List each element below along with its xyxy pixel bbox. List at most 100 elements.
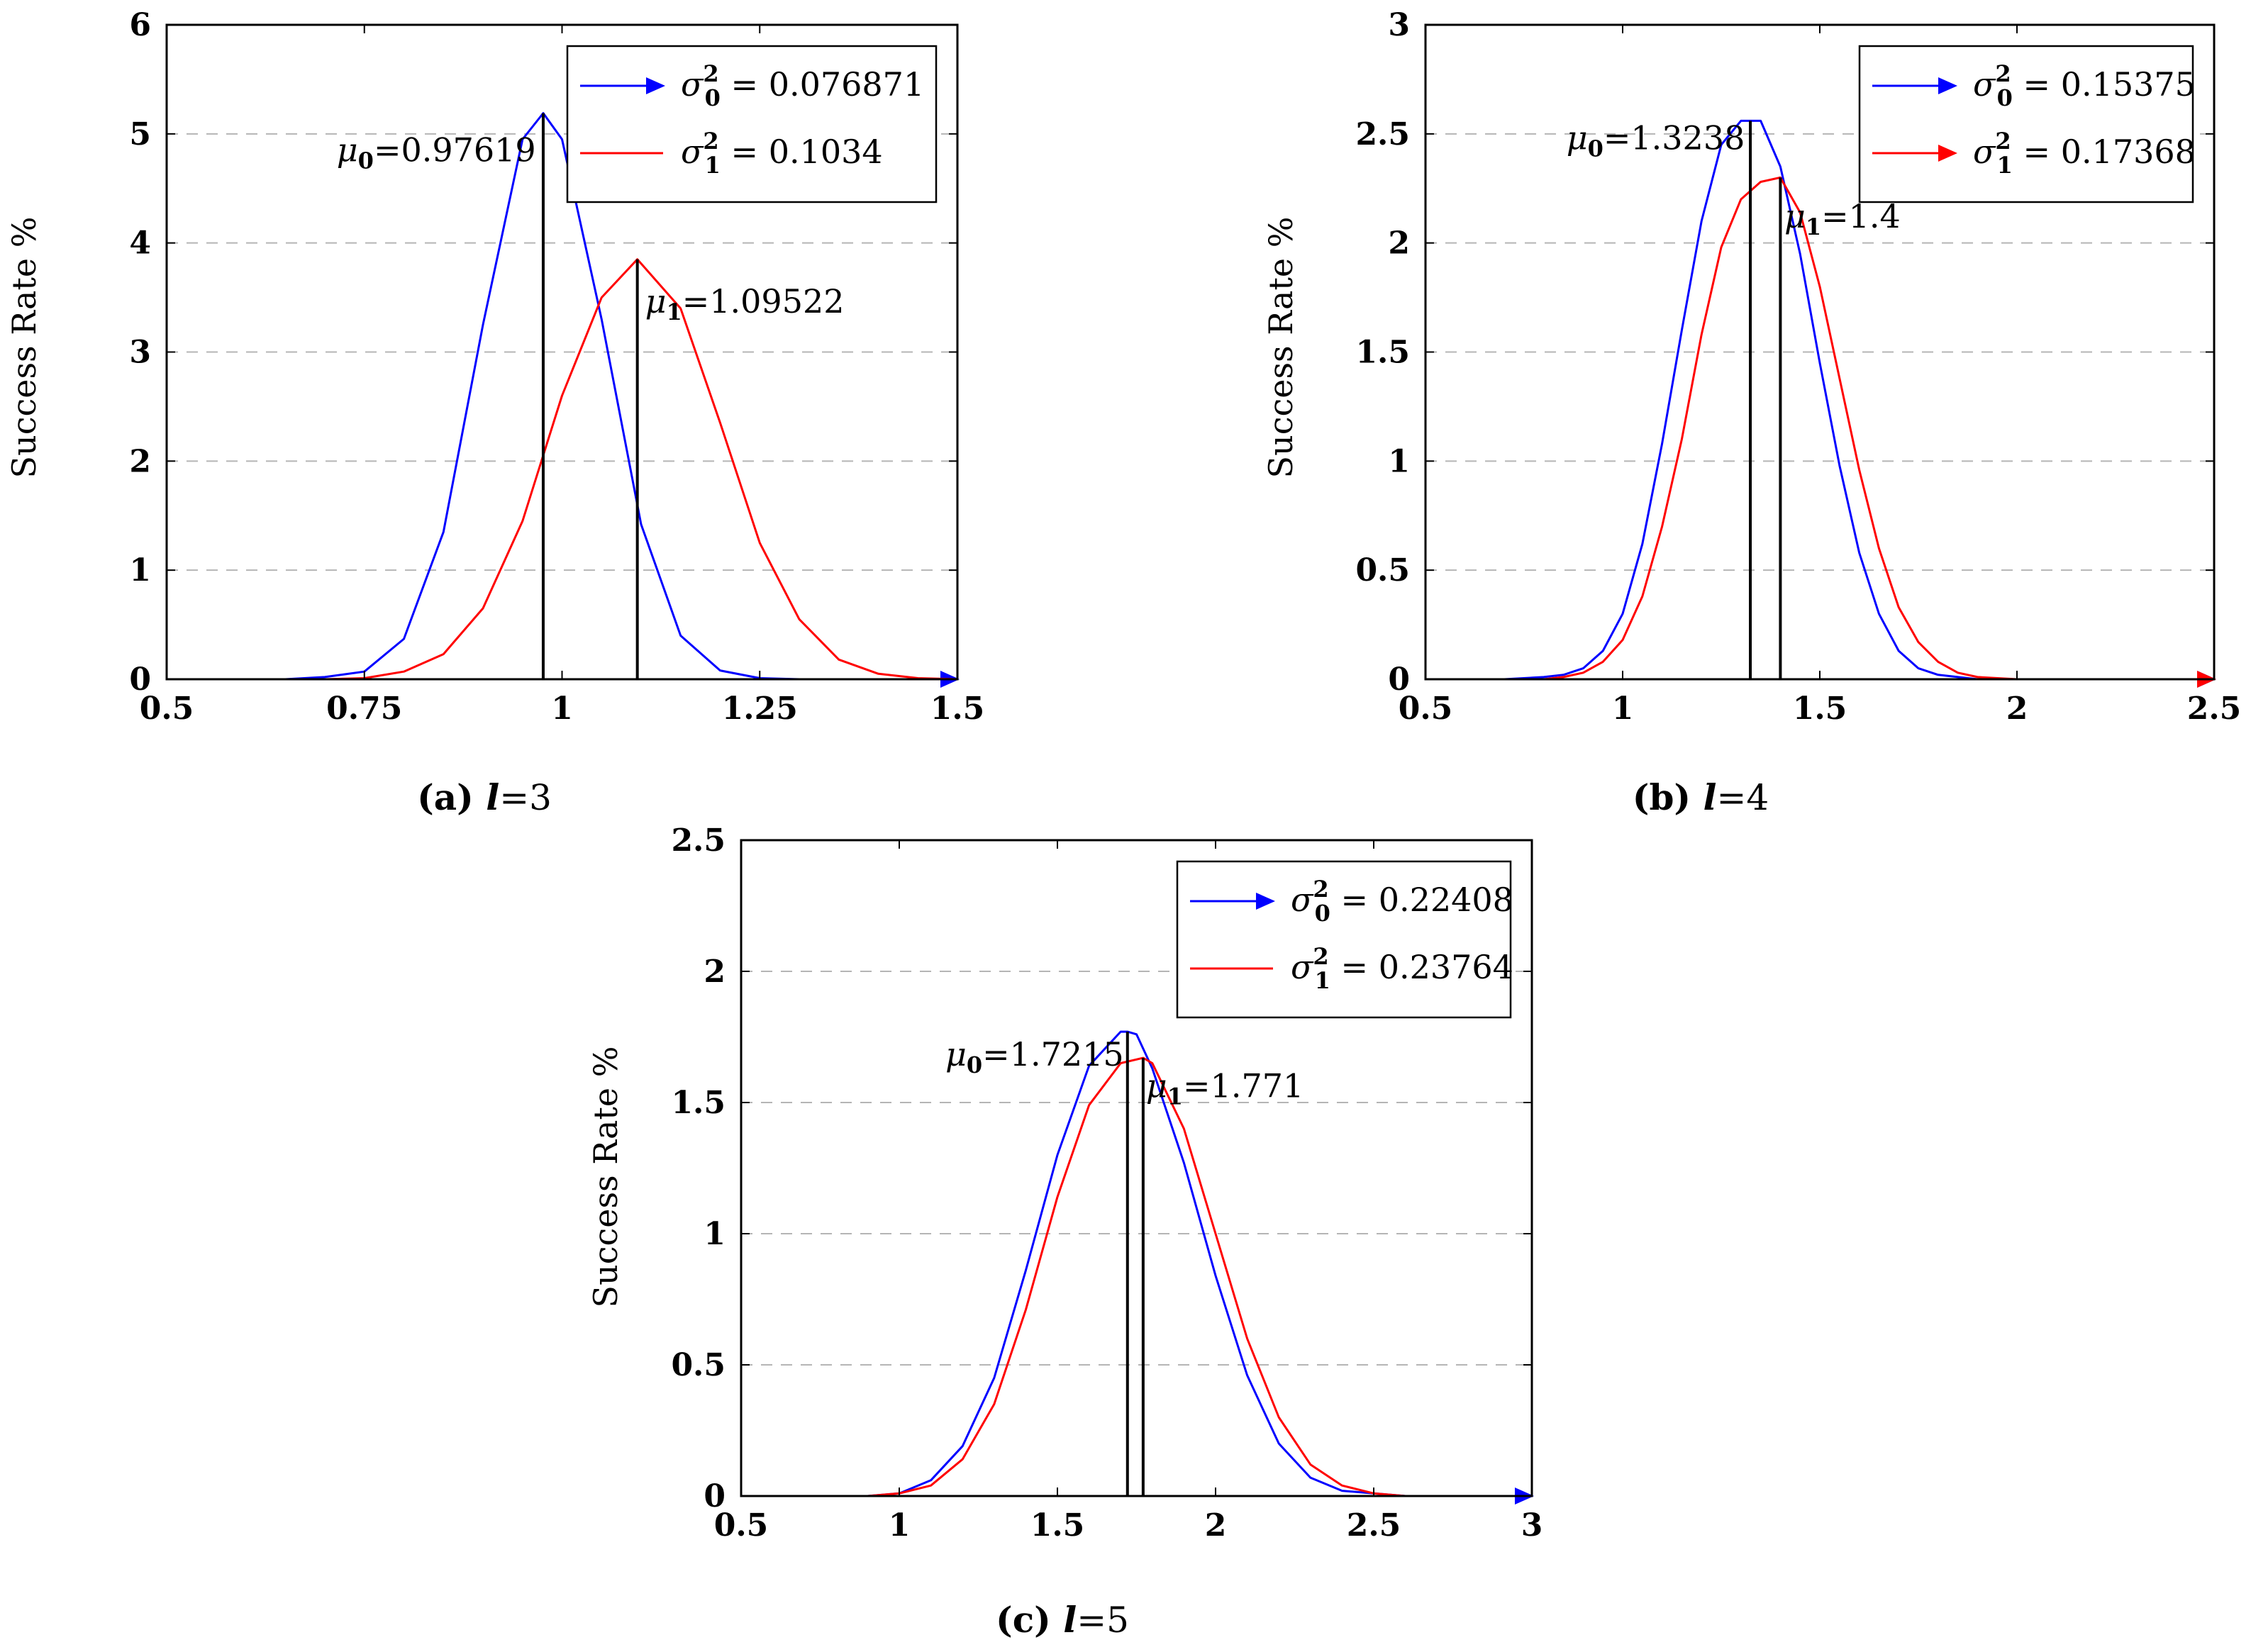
y-tick-label: 2 bbox=[129, 443, 151, 479]
mean-label-symbol: μ bbox=[1146, 1067, 1167, 1105]
mean-label-value: =0.97619 bbox=[374, 130, 536, 169]
mean-label-value: =1.4 bbox=[1821, 197, 1901, 235]
y-tick-label: 1 bbox=[1388, 443, 1410, 479]
mean-label-value: =1.771 bbox=[1183, 1067, 1304, 1105]
mean-label-1: μ1=1.4 bbox=[1784, 197, 1901, 240]
caption-var: l bbox=[486, 776, 499, 818]
mean-label-subscript: 1 bbox=[1167, 1083, 1183, 1110]
legend-value: = 0.1034 bbox=[721, 133, 883, 171]
series-line-1 bbox=[1425, 176, 2216, 688]
mean-label-symbol: μ bbox=[945, 1035, 967, 1073]
x-tick-label: 2 bbox=[2006, 691, 2028, 727]
mean-label-1: μ1=1.09522 bbox=[645, 282, 845, 325]
mean-label-subscript: 0 bbox=[967, 1051, 982, 1078]
y-tick-label: 3 bbox=[129, 335, 151, 371]
legend-subscript: 1 bbox=[1315, 967, 1330, 994]
caption-prefix: (a) bbox=[417, 776, 474, 818]
caption-var: l bbox=[1703, 776, 1716, 818]
caption-prefix: (c) bbox=[996, 1599, 1051, 1641]
legend-superscript: 2 bbox=[703, 128, 718, 155]
series-line-0 bbox=[741, 1030, 1534, 1505]
ylabel: Success Rate % bbox=[587, 1047, 625, 1308]
ylabel: Success Rate % bbox=[1262, 217, 1300, 479]
mean-label-value: =1.7215 bbox=[982, 1035, 1124, 1073]
x-tick-label: 1 bbox=[1612, 691, 1634, 727]
legend-superscript: 2 bbox=[1313, 876, 1328, 903]
y-tick-label: 0.5 bbox=[1355, 552, 1410, 588]
legend-subscript: 1 bbox=[705, 152, 721, 179]
x-tick-label: 1 bbox=[551, 691, 573, 727]
legend-superscript: 2 bbox=[703, 60, 718, 87]
y-tick-label: 1 bbox=[129, 552, 151, 588]
y-tick-label: 2.5 bbox=[1355, 116, 1410, 152]
legend-superscript: 2 bbox=[1995, 128, 2011, 155]
series-line-1 bbox=[167, 258, 958, 681]
y-tick-label: 1.5 bbox=[671, 1085, 726, 1121]
x-tick-label: 1.5 bbox=[1030, 1507, 1085, 1544]
x-tick-label: 1.5 bbox=[930, 691, 985, 727]
x-tick-label: 2.5 bbox=[1347, 1507, 1401, 1544]
legend-subscript: 1 bbox=[1997, 152, 2013, 179]
legend-box bbox=[1858, 45, 2194, 203]
x-tick-label: 1.5 bbox=[1793, 691, 1847, 727]
plot-frame bbox=[740, 839, 1533, 1497]
y-tick-label: 0.5 bbox=[671, 1347, 726, 1383]
legend-entry-0: σ2 0 = 0.076871 bbox=[681, 60, 924, 111]
legend-value: = 0.076871 bbox=[721, 65, 924, 104]
series-line-0 bbox=[1425, 119, 2216, 688]
legend-box bbox=[566, 45, 938, 203]
legend-entry-1: σ2 1 = 0.23764 bbox=[1291, 943, 1513, 994]
mean-label-symbol: μ bbox=[1784, 197, 1806, 235]
caption: (a) l=3 bbox=[417, 776, 552, 818]
x-tick-label: 2.5 bbox=[2187, 691, 2242, 727]
y-tick-label: 6 bbox=[129, 7, 151, 43]
x-tick-label: 0.5 bbox=[714, 1507, 769, 1544]
y-tick-label: 1.5 bbox=[1355, 335, 1410, 371]
x-tick-label: 2 bbox=[1205, 1507, 1227, 1544]
x-tick-label: 1 bbox=[889, 1507, 911, 1544]
x-tick-label: 1.25 bbox=[722, 691, 798, 727]
legend-superscript: 2 bbox=[1313, 943, 1328, 970]
legend-entry-0: σ2 0 = 0.22408 bbox=[1291, 876, 1513, 927]
x-tick-label: 0.5 bbox=[1399, 691, 1453, 727]
legend-subscript: 0 bbox=[1315, 900, 1330, 927]
y-tick-label: 0 bbox=[1388, 662, 1410, 698]
legend-symbol: σ bbox=[1973, 65, 1996, 104]
legend-value: = 0.22408 bbox=[1330, 881, 1513, 919]
caption-eq: =4 bbox=[1716, 777, 1769, 818]
x-tick-label: 0.75 bbox=[326, 691, 402, 727]
legend-entry-1: σ2 1 = 0.17368 bbox=[1973, 128, 2196, 179]
mean-label-symbol: μ bbox=[1567, 118, 1588, 157]
legend-entry-0: σ2 0 = 0.15375 bbox=[1973, 60, 2196, 111]
chart-panel-b: Success Rate % (b) l=4 μ0=1.3238μ1=1.40.… bbox=[1262, 7, 2241, 818]
mean-label-symbol: μ bbox=[337, 130, 358, 169]
legend-symbol: σ bbox=[681, 65, 704, 104]
caption-var: l bbox=[1063, 1599, 1077, 1641]
legend-subscript: 0 bbox=[1997, 84, 2013, 111]
mean-label-subscript: 0 bbox=[1588, 135, 1604, 162]
legend-symbol: σ bbox=[1291, 881, 1314, 919]
mean-label-0: μ0=0.97619 bbox=[337, 130, 536, 174]
y-tick-label: 5 bbox=[129, 116, 151, 152]
mean-label-1: μ1=1.771 bbox=[1146, 1067, 1304, 1110]
caption-prefix: (b) bbox=[1633, 776, 1691, 818]
mean-label-0: μ0=1.3238 bbox=[1567, 118, 1745, 162]
mean-label-0: μ0=1.7215 bbox=[945, 1035, 1124, 1078]
y-tick-label: 3 bbox=[1388, 7, 1410, 43]
y-tick-label: 2 bbox=[704, 954, 726, 990]
y-tick-label: 1 bbox=[704, 1216, 726, 1252]
series-line-1 bbox=[741, 1056, 1532, 1497]
ylabel: Success Rate % bbox=[5, 217, 43, 479]
legend-box bbox=[1176, 860, 1512, 1019]
mean-label-subscript: 1 bbox=[666, 298, 682, 325]
caption-eq: =5 bbox=[1077, 1600, 1129, 1641]
y-tick-label: 2.5 bbox=[671, 822, 726, 859]
caption: (b) l=4 bbox=[1633, 776, 1769, 818]
legend-symbol: σ bbox=[1291, 948, 1314, 986]
legend-entry-1: σ2 1 = 0.1034 bbox=[681, 128, 883, 179]
y-tick-label: 0 bbox=[704, 1478, 726, 1514]
y-tick-label: 2 bbox=[1388, 225, 1410, 262]
mean-label-subscript: 1 bbox=[1806, 213, 1821, 240]
